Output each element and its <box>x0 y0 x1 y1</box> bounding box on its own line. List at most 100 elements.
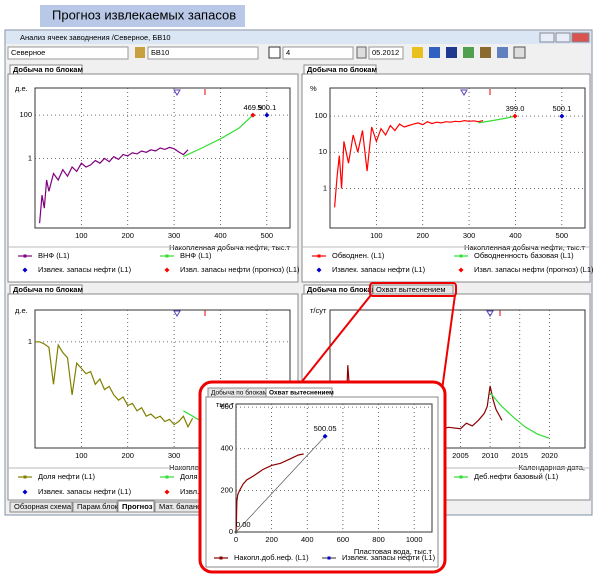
window-tab[interactable] <box>72 501 118 513</box>
legend-swatch <box>459 475 463 479</box>
legend-label: Извлек. запасы нефти (L1) <box>342 553 436 562</box>
panel-tab-label: Добыча по блокам <box>307 285 377 294</box>
legend-label: Накопл.доб.неф. (L1) <box>234 553 309 562</box>
tool-button[interactable] <box>497 47 508 58</box>
plot-area <box>329 309 586 449</box>
tool-button[interactable] <box>480 47 491 58</box>
series-line <box>39 146 189 224</box>
y-tick-label: 600 <box>220 402 233 411</box>
plot-area <box>34 309 291 449</box>
panel-tab-label: Добыча по блокам <box>13 285 83 294</box>
layer-icon <box>135 47 145 58</box>
series-line <box>489 392 550 439</box>
x-tick-label: 200 <box>265 535 278 544</box>
window-tab[interactable] <box>117 500 155 513</box>
panel-tab[interactable] <box>9 284 83 295</box>
legend-swatch <box>458 267 464 273</box>
y-axis-label: тыс.т <box>216 400 235 409</box>
cursor-marker <box>460 89 468 96</box>
legend-label: Извлек. запасы нефти (L1) <box>38 265 132 274</box>
y-axis-label: % <box>310 84 317 93</box>
chart: тыс.т Пластовая вода, тыс.т 0 200 400 600 800 1… <box>214 400 436 562</box>
tool-button[interactable] <box>513 46 526 59</box>
minimize-button[interactable] <box>539 32 555 43</box>
x-tick-label: 300 <box>168 451 181 460</box>
window-tab[interactable] <box>9 501 73 513</box>
series-line <box>183 114 254 158</box>
date-field[interactable] <box>368 46 404 60</box>
panel-tab[interactable] <box>372 284 454 295</box>
point-label: 500.1 <box>257 103 276 112</box>
panel-tab-label: Добыча по блокам <box>13 65 83 74</box>
panel-tab[interactable] <box>265 387 333 398</box>
cursor-marker <box>173 310 181 317</box>
x-tick-label: 400 <box>214 231 227 240</box>
legend-swatch <box>317 254 321 258</box>
y-tick-label: 100 <box>19 110 32 119</box>
tool-button[interactable] <box>446 47 457 58</box>
layer-select[interactable] <box>147 46 259 60</box>
y-axis-label: д.е. <box>15 306 28 315</box>
panel-tab[interactable] <box>303 284 373 295</box>
cursor-marker <box>173 89 181 96</box>
tool-button[interactable] <box>412 47 423 58</box>
legend-swatch <box>164 267 170 273</box>
x-tick-label: 200 <box>121 451 134 460</box>
y-tick-label: 400 <box>220 444 233 453</box>
x-tick-label: 500 <box>556 231 569 240</box>
legend-swatch <box>219 556 223 560</box>
series-line <box>235 453 304 533</box>
legend-swatch <box>23 254 27 258</box>
panel-tab-label: Охват вытеснением <box>269 390 334 397</box>
y-tick-label: 100 <box>314 111 327 120</box>
cells-icon <box>268 46 281 59</box>
legend-swatch <box>327 556 331 560</box>
data-point <box>264 112 270 118</box>
point-label: 399.0 <box>506 104 525 113</box>
cells-select[interactable] <box>282 46 354 60</box>
y-tick-label: 0 <box>229 527 233 536</box>
x-tick-label: 600 <box>337 535 350 544</box>
maximize-button[interactable] <box>555 32 571 43</box>
panel <box>205 396 439 568</box>
window-tab-label: Мат. баланс <box>159 502 201 511</box>
legend-label: Обводненность базовая (L1) <box>474 251 574 260</box>
tool-button[interactable] <box>429 47 440 58</box>
legend-label: Доля нефти (L1) <box>38 472 96 481</box>
x-tick-label: 800 <box>372 535 385 544</box>
data-point <box>322 433 328 439</box>
field-value: Северное <box>11 48 45 57</box>
close-button[interactable] <box>571 32 590 43</box>
legend-label: Обводнен. (L1) <box>332 251 385 260</box>
series-line <box>35 341 194 429</box>
point-label: 500.05 <box>314 424 337 433</box>
x-tick-label: 100 <box>370 231 383 240</box>
legend-swatch <box>165 475 169 479</box>
panel-tab-label: Добыча по блокам <box>307 65 377 74</box>
series-line <box>478 115 516 124</box>
calendar-icon[interactable] <box>356 46 367 59</box>
y-tick-label: 1 <box>28 153 32 162</box>
point-label: 469.9 <box>243 103 262 112</box>
title-bar <box>6 31 591 44</box>
legend-swatch <box>22 267 28 273</box>
data-point <box>234 530 238 534</box>
layer-value: БВ10 <box>151 48 169 57</box>
legend-swatch <box>23 475 27 479</box>
series-line <box>235 436 326 533</box>
callout-highlight <box>369 282 457 297</box>
panel-tab[interactable] <box>303 64 377 75</box>
x-tick-label: 300 <box>168 231 181 240</box>
data-point <box>512 113 518 119</box>
point-label: 0.00 <box>236 520 251 529</box>
date-value: 05.2012 <box>372 48 399 57</box>
tool-button[interactable] <box>463 47 474 58</box>
panel-tab[interactable] <box>9 64 83 75</box>
point-label: 500.1 <box>552 104 571 113</box>
x-tick-label: 400 <box>509 231 522 240</box>
legend-label: Извл. запасы нефти (прогноз) (L1) <box>180 265 300 274</box>
x-tick-label: 100 <box>75 231 88 240</box>
field-select[interactable] <box>7 46 129 60</box>
